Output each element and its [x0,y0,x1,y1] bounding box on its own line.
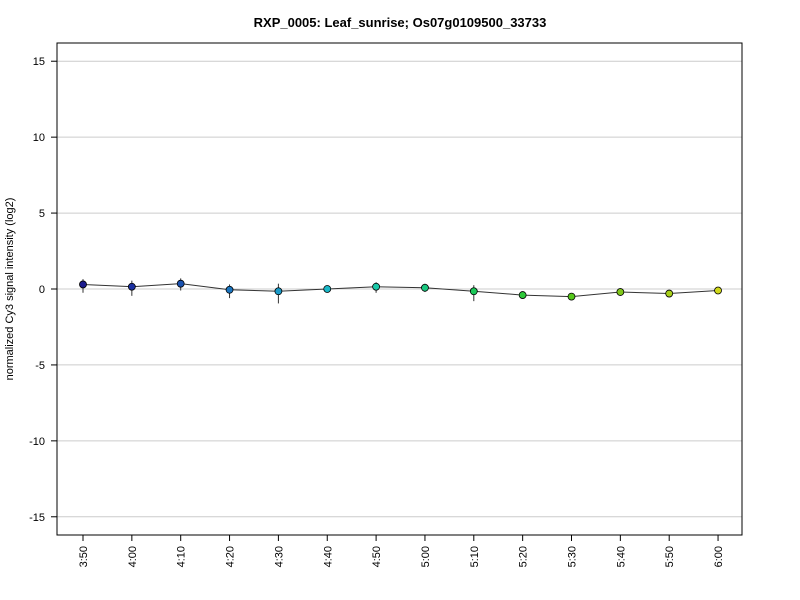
data-point [421,283,429,292]
data-series [79,278,722,304]
x-tick-label: 4:20 [225,546,237,567]
x-tick-label: 4:00 [127,546,139,567]
x-tick-label: 5:20 [518,546,530,567]
data-point [323,285,332,293]
series-line [82,283,719,298]
x-tick-label: 4:40 [322,546,334,567]
y-tick-label: -10 [29,436,45,448]
x-tick-label: 5:10 [469,546,481,567]
x-tick-label: 5:00 [420,546,432,567]
y-axis: -15 -10 -5 0 5 10 15 [29,56,57,524]
x-tick-label: 5:40 [615,546,627,567]
data-point [518,291,527,299]
data-point [714,286,722,295]
x-tick-label: 4:50 [371,546,383,567]
x-axis: 3:50 4:00 4:10 4:20 4:30 4:40 4:50 5:00 5:10 5:20… [78,535,725,567]
x-tick-label: 4:10 [176,546,188,567]
y-axis-label: normalized Cy3 signal intensity (log2) [4,198,16,381]
x-tick-label: 3:50 [78,546,90,567]
y-tick-label: 0 [39,284,45,296]
y-tick-label: -5 [35,360,45,372]
y-tick-label: 10 [33,132,45,144]
y-tick-label: 15 [33,56,45,68]
data-point [469,287,478,296]
x-tick-label: 6:00 [713,546,725,567]
data-point [372,282,381,291]
grid-lines [57,60,742,518]
data-point [616,288,625,296]
chart-title: RXP_0005: Leaf_sunrise; Os07g0109500_337… [254,15,547,30]
data-point [225,285,234,294]
data-point [567,292,576,301]
data-point [665,289,674,298]
y-tick-label: -15 [29,512,45,524]
data-point [127,282,136,291]
x-tick-label: 4:30 [273,546,285,567]
data-point [274,287,283,296]
y-tick-label: 5 [39,208,45,220]
data-point [176,279,185,288]
x-tick-label: 5:50 [664,546,676,567]
x-tick-label: 5:30 [567,546,579,567]
data-point [79,280,87,289]
